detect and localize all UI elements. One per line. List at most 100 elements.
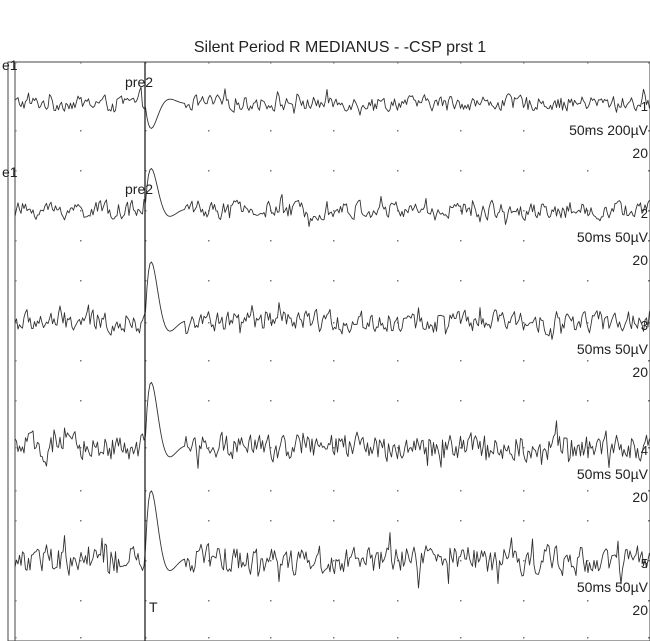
grid-dot bbox=[15, 560, 17, 562]
grid-dot bbox=[208, 170, 210, 172]
emg-trace-5 bbox=[14, 490, 650, 589]
grid-dot bbox=[80, 130, 82, 132]
grid-dot bbox=[80, 400, 82, 402]
grid-dot bbox=[208, 520, 210, 522]
grid-dot bbox=[648, 62, 650, 64]
grid-dot bbox=[523, 637, 525, 639]
trace-scale-label: 50ms 50µV bbox=[577, 229, 649, 245]
marker-e1: e1 bbox=[2, 164, 18, 180]
plot-frame bbox=[7, 61, 650, 641]
grid-dot bbox=[80, 280, 82, 282]
grid-dot bbox=[270, 240, 272, 242]
grid-dot bbox=[15, 490, 17, 492]
grid-dot bbox=[460, 600, 462, 602]
grid-dot bbox=[145, 62, 147, 64]
grid-dot bbox=[397, 280, 399, 282]
grid-dot bbox=[333, 400, 335, 402]
grid-dot bbox=[460, 130, 462, 132]
grid-dot bbox=[80, 637, 82, 639]
grid-dot bbox=[460, 360, 462, 362]
grid-dot bbox=[80, 360, 82, 362]
grid-dot bbox=[523, 600, 525, 602]
grid-dot bbox=[270, 447, 272, 449]
grid-dot bbox=[397, 170, 399, 172]
grid-dot bbox=[80, 210, 82, 212]
grid-dot bbox=[270, 520, 272, 522]
grid-dot bbox=[648, 280, 650, 282]
grid-dot bbox=[397, 560, 399, 562]
grid-dot bbox=[15, 280, 17, 282]
trace-scale-label: 50ms 50µV bbox=[577, 579, 649, 595]
trace-right-label: 20 bbox=[632, 252, 648, 268]
grid-dot bbox=[145, 210, 147, 212]
grid-dot bbox=[145, 170, 147, 172]
grid-dot bbox=[15, 600, 17, 602]
grid-dot bbox=[270, 130, 272, 132]
grid-dot bbox=[15, 240, 17, 242]
grid-dot bbox=[145, 560, 147, 562]
grid-dot bbox=[523, 322, 525, 324]
grid-dot bbox=[460, 447, 462, 449]
grid-dot bbox=[587, 322, 589, 324]
grid-dot bbox=[587, 240, 589, 242]
grid-dot bbox=[80, 170, 82, 172]
grid-dot bbox=[397, 600, 399, 602]
grid-dot bbox=[145, 322, 147, 324]
grid-dot bbox=[460, 170, 462, 172]
emg-trace-4 bbox=[14, 381, 650, 469]
grid-dot bbox=[80, 600, 82, 602]
grid-dot bbox=[333, 360, 335, 362]
grid-dot bbox=[587, 447, 589, 449]
grid-dot bbox=[397, 62, 399, 64]
grid-dot bbox=[397, 447, 399, 449]
trace-scale-label: 50ms 50µV bbox=[577, 466, 649, 482]
grid-dot bbox=[333, 637, 335, 639]
grid-dot bbox=[333, 62, 335, 64]
grid-dot bbox=[523, 360, 525, 362]
grid-dot bbox=[270, 62, 272, 64]
grid-dot bbox=[270, 170, 272, 172]
grid-dot bbox=[208, 490, 210, 492]
grid-dot bbox=[270, 280, 272, 282]
trace-index: 3 bbox=[641, 318, 648, 333]
grid-dot bbox=[80, 240, 82, 242]
grid-dot bbox=[523, 170, 525, 172]
grid-dot bbox=[80, 560, 82, 562]
grid-dot bbox=[523, 240, 525, 242]
grid-dot bbox=[333, 447, 335, 449]
grid-dot bbox=[208, 62, 210, 64]
emg-trace-3 bbox=[14, 261, 650, 340]
grid-dot bbox=[333, 600, 335, 602]
grid-dot bbox=[333, 210, 335, 212]
grid-dot bbox=[587, 600, 589, 602]
grid-dot bbox=[208, 280, 210, 282]
grid-dot bbox=[208, 400, 210, 402]
grid-dot bbox=[587, 520, 589, 522]
grid-dot bbox=[523, 130, 525, 132]
trace-right-label: 20 bbox=[632, 145, 648, 161]
grid-dot bbox=[333, 322, 335, 324]
grid-dot bbox=[523, 400, 525, 402]
grid-dot bbox=[523, 560, 525, 562]
grid-dot bbox=[208, 637, 210, 639]
grid-dot bbox=[397, 360, 399, 362]
marker-pre2: pre2 bbox=[125, 181, 153, 197]
trace-labels: e1 pre2 50ms 200µV 20 1 e1 pre2 50ms 50µV 20 2 50m… bbox=[2, 57, 649, 618]
grid-dot bbox=[587, 130, 589, 132]
grid-dot bbox=[648, 637, 650, 639]
grid-dot bbox=[333, 490, 335, 492]
grid-dot bbox=[397, 210, 399, 212]
trace-index: 1 bbox=[641, 99, 648, 114]
trace-index: 4 bbox=[641, 443, 648, 458]
grid-dot bbox=[587, 170, 589, 172]
grid-dot bbox=[460, 520, 462, 522]
grid-dot bbox=[80, 490, 82, 492]
grid-dot bbox=[397, 240, 399, 242]
grid-dot bbox=[397, 520, 399, 522]
grid-dot bbox=[523, 210, 525, 212]
grid-dot bbox=[460, 210, 462, 212]
grid-dot bbox=[523, 280, 525, 282]
grid-dot bbox=[15, 400, 17, 402]
grid-dot bbox=[15, 130, 17, 132]
grid-dot bbox=[15, 447, 17, 449]
